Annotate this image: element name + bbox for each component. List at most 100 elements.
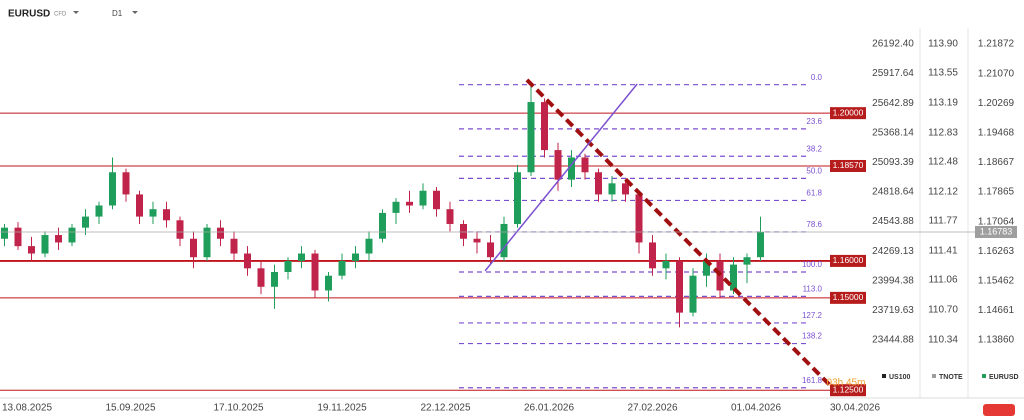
y-tick-label: 112.48 bbox=[928, 157, 958, 168]
x-tick-label: 15.09.2025 bbox=[105, 403, 155, 414]
candle-body bbox=[662, 260, 670, 269]
candle-body bbox=[28, 246, 35, 254]
y-tick-label: 110.34 bbox=[928, 335, 958, 346]
fib-label: 0.0 bbox=[811, 73, 823, 82]
y-tick-label: 24543.88 bbox=[872, 216, 914, 227]
candle-body bbox=[163, 209, 170, 221]
candle-body bbox=[122, 172, 130, 195]
y-tick-label: 24269.13 bbox=[872, 246, 914, 257]
candle-body bbox=[757, 231, 764, 258]
level-label: 1.20000 bbox=[833, 107, 864, 117]
last-price-tag bbox=[975, 225, 1017, 238]
candle-body bbox=[109, 172, 116, 206]
candle-body bbox=[338, 260, 346, 276]
x-tick-label: 26.01.2026 bbox=[524, 403, 574, 414]
level-tag bbox=[830, 159, 866, 172]
instrument-type: CFD bbox=[54, 12, 67, 18]
x-tick-label: 17.10.2025 bbox=[213, 403, 263, 414]
action-button[interactable] bbox=[983, 404, 1015, 416]
x-tick-label: 13.08.2025 bbox=[2, 403, 52, 414]
fib-label: 161.8 bbox=[802, 376, 823, 385]
candle-body bbox=[352, 253, 359, 261]
candle-body bbox=[406, 201, 413, 206]
y-tick-label: 111.77 bbox=[928, 216, 958, 227]
y-tick-label: 1.21070 bbox=[978, 68, 1015, 79]
y-tick-label: 1.15462 bbox=[978, 275, 1015, 286]
candle-body bbox=[446, 209, 454, 224]
y-tick-label: 1.13860 bbox=[978, 335, 1015, 346]
x-tick-label: 01.04.2026 bbox=[731, 403, 781, 414]
x-tick-label: 22.12.2025 bbox=[420, 403, 470, 414]
x-tick-label: 19.11.2025 bbox=[317, 403, 367, 414]
y-tick-label: 113.90 bbox=[928, 39, 958, 50]
level-label: 1.18570 bbox=[833, 160, 864, 170]
fib-label: 100.0 bbox=[802, 260, 823, 269]
candle-body bbox=[473, 238, 481, 243]
legend-swatch bbox=[932, 374, 936, 378]
trendline bbox=[525, 78, 832, 387]
candle-body bbox=[689, 275, 697, 313]
candle-body bbox=[554, 150, 562, 180]
level-label: 1.12500 bbox=[833, 384, 864, 394]
candle-body bbox=[500, 223, 508, 258]
y-tick-label: 112.12 bbox=[928, 187, 958, 198]
y-tick-label: 24818.64 bbox=[872, 187, 914, 198]
y-tick-label: 110.70 bbox=[928, 305, 958, 316]
fib-label: 78.6 bbox=[806, 220, 822, 229]
countdown: 03h 45m bbox=[827, 378, 866, 389]
fib-label: 113.0 bbox=[803, 284, 823, 293]
candle-body bbox=[527, 102, 535, 173]
candle-body bbox=[365, 238, 373, 254]
legend-label: US100 bbox=[889, 374, 911, 381]
dropdown-icon[interactable] bbox=[132, 11, 138, 14]
fib-label: 23.6 bbox=[806, 117, 822, 126]
level-tag bbox=[830, 291, 866, 304]
candle-body bbox=[649, 242, 656, 269]
y-tick-label: 25093.39 bbox=[872, 157, 914, 168]
candle-body bbox=[311, 253, 319, 291]
y-tick-label: 1.16263 bbox=[978, 246, 1015, 257]
candle-body bbox=[136, 194, 143, 217]
y-tick-label: 23719.63 bbox=[872, 305, 914, 316]
candle-body bbox=[730, 264, 737, 291]
y-tick-label: 23444.88 bbox=[872, 335, 914, 346]
y-tick-label: 1.17865 bbox=[978, 187, 1015, 198]
level-label: 1.16000 bbox=[833, 255, 864, 265]
candle-body bbox=[244, 253, 251, 269]
timeframe[interactable]: D1 bbox=[112, 9, 123, 18]
y-tick-label: 111.41 bbox=[928, 246, 958, 257]
legend-label: EURUSD bbox=[989, 374, 1019, 381]
candle-body bbox=[676, 260, 683, 313]
y-tick-label: 1.20269 bbox=[978, 98, 1015, 109]
candle-body bbox=[14, 227, 22, 247]
y-tick-label: 25642.89 bbox=[872, 98, 914, 109]
candle-body bbox=[95, 205, 103, 217]
candle-body bbox=[541, 102, 548, 151]
symbol: EURUSD bbox=[8, 9, 50, 20]
y-tick-label: 1.14661 bbox=[978, 305, 1015, 316]
candle-body bbox=[41, 235, 49, 254]
candle-body bbox=[1, 227, 8, 239]
candle-body bbox=[581, 157, 589, 173]
candle-body bbox=[203, 227, 211, 258]
candle-body bbox=[55, 235, 62, 243]
candle-body bbox=[568, 157, 575, 180]
y-tick-label: 111.06 bbox=[928, 275, 958, 286]
y-tick-label: 113.55 bbox=[928, 68, 958, 79]
candle-body bbox=[514, 172, 521, 224]
x-tick-label: 30.04.2026 bbox=[830, 403, 880, 414]
candle-body bbox=[433, 190, 440, 210]
fib-label: 50.0 bbox=[806, 166, 822, 175]
y-tick-label: 1.21872 bbox=[978, 39, 1015, 50]
y-tick-label: 1.19468 bbox=[978, 127, 1015, 138]
candle-body bbox=[149, 209, 157, 217]
candle-body bbox=[257, 268, 265, 287]
level-tag bbox=[830, 384, 866, 397]
last-price-label: 1.16783 bbox=[980, 226, 1013, 236]
dropdown-icon[interactable] bbox=[73, 11, 79, 14]
candle-body bbox=[703, 260, 710, 276]
fib-label: 138.2 bbox=[802, 332, 823, 341]
legend-swatch bbox=[982, 374, 986, 378]
